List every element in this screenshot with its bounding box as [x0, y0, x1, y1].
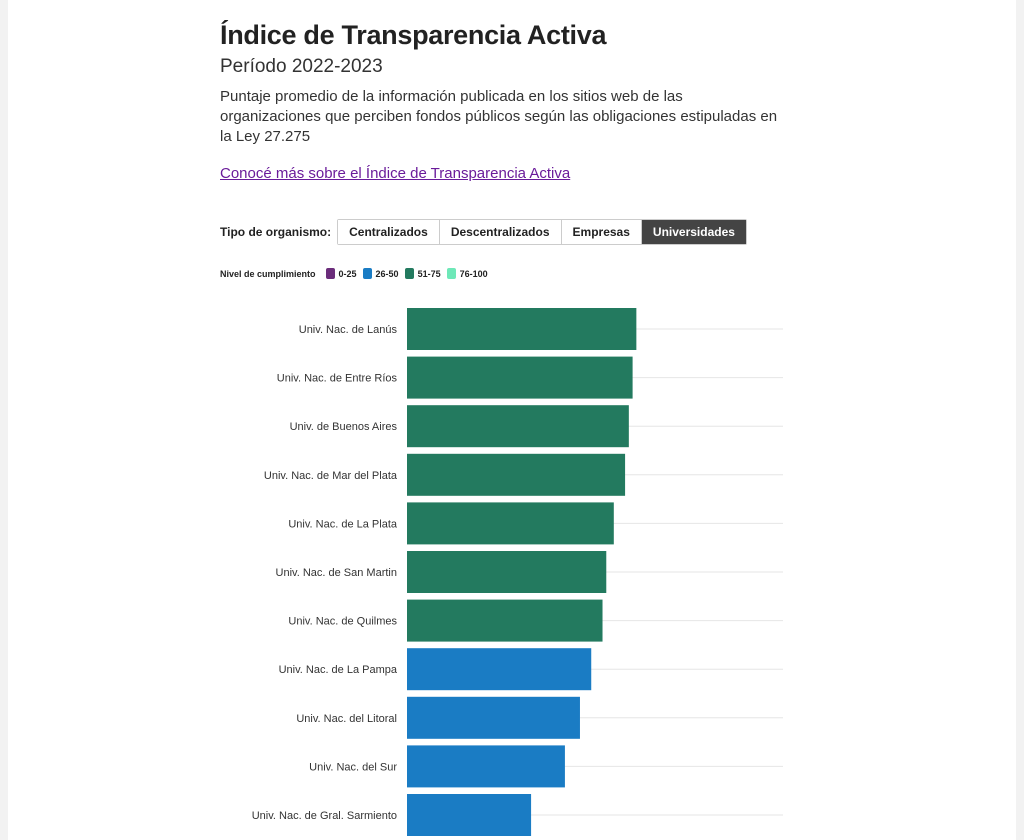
- bar[interactable]: [407, 308, 637, 350]
- category-label: Univ. Nac. de La Pampa: [279, 664, 398, 676]
- bar[interactable]: [407, 696, 580, 739]
- category-label: Univ. Nac. de Gral. Sarmiento: [252, 810, 397, 822]
- category-label: Univ. de Buenos Aires: [290, 421, 398, 433]
- bar[interactable]: [407, 453, 626, 496]
- learn-more-link[interactable]: Conocé más sobre el Índice de Transparen…: [220, 165, 571, 182]
- category-label: Univ. Nac. de Lanús: [299, 324, 398, 336]
- page-title: Índice de Transparencia Activa: [220, 20, 607, 50]
- page-subtitle: Período 2022-2023: [220, 56, 383, 77]
- bar[interactable]: [407, 599, 603, 642]
- category-label: Univ. Nac. de Mar del Plata: [264, 470, 398, 482]
- legend-swatch: [404, 268, 414, 279]
- legend-item-26-50: 26-50: [362, 268, 399, 279]
- legend-title: Nivel de cumplimiento: [220, 268, 316, 279]
- legend-swatch: [325, 268, 335, 279]
- tab-universidades[interactable]: Universidades: [641, 220, 746, 244]
- category-label: Univ. Nac. de Quilmes: [288, 616, 397, 628]
- bar[interactable]: [407, 405, 629, 448]
- category-label: Univ. Nac. del Litoral: [296, 713, 397, 725]
- page-description: Puntaje promedio de la información publi…: [220, 88, 778, 145]
- legend-label: 76-100: [459, 268, 488, 279]
- bar-chart: Univ. Nac. de Lanús Univ. Nac. de Entre R…: [252, 308, 783, 836]
- tab-empresas[interactable]: Empresas: [561, 220, 642, 244]
- legend-swatch: [446, 268, 456, 279]
- legend: Nivel de cumplimiento 0-25 26-50 51-75 7…: [220, 268, 494, 279]
- legend-item-76-100: 76-100: [446, 268, 488, 279]
- bar[interactable]: [407, 648, 592, 691]
- category-label: Univ. Nac. de San Martin: [276, 567, 397, 579]
- category-label: Univ. Nac. de La Plata: [288, 518, 398, 530]
- organism-filter: Tipo de organismo: Centralizados Descent…: [220, 219, 747, 245]
- legend-item-0-25: 0-25: [325, 268, 357, 279]
- legend-label: 26-50: [375, 268, 399, 279]
- bar[interactable]: [407, 551, 607, 593]
- category-label: Univ. Nac. de Entre Ríos: [277, 373, 398, 385]
- filter-label: Tipo de organismo:: [220, 225, 332, 239]
- legend-swatch: [362, 268, 372, 279]
- filter-tabs: Centralizados Descentralizados Empresas …: [337, 219, 747, 245]
- legend-label: 0-25: [338, 268, 357, 279]
- bar[interactable]: [407, 745, 565, 788]
- legend-item-51-75: 51-75: [404, 268, 441, 279]
- bar[interactable]: [407, 356, 633, 399]
- tab-descentralizados[interactable]: Descentralizados: [439, 220, 562, 244]
- tab-centralizados[interactable]: Centralizados: [338, 220, 440, 244]
- legend-label: 51-75: [417, 268, 441, 279]
- category-label: Univ. Nac. del Sur: [309, 761, 397, 773]
- bar[interactable]: [407, 794, 532, 836]
- bar[interactable]: [407, 502, 614, 545]
